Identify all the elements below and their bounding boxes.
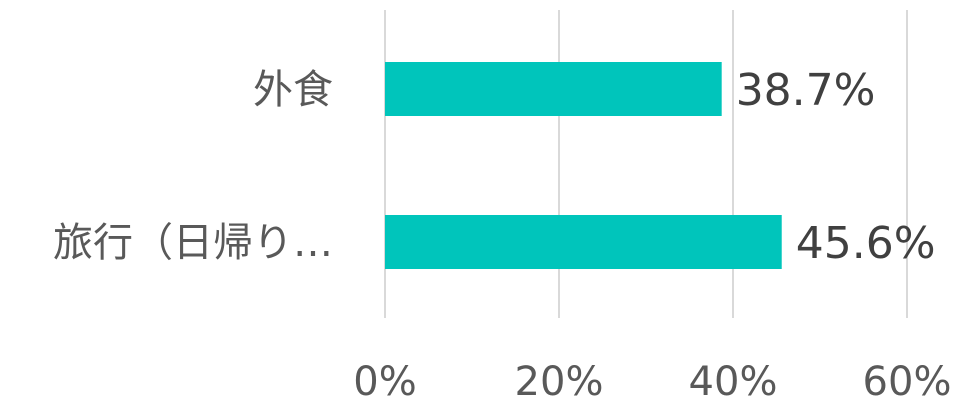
x-tick-label-40: 40%	[689, 359, 778, 400]
label-layer: 外食 38.7% 旅行（日帰り… 45.6%	[53, 65, 936, 269]
x-tick-label-60: 60%	[863, 359, 952, 400]
grid-layer	[384, 10, 908, 318]
x-tick-label-0: 0%	[353, 359, 416, 400]
x-tick-label-20: 20%	[515, 359, 604, 400]
bar-layer	[385, 62, 782, 269]
category-label-2: 旅行（日帰り…	[53, 220, 333, 266]
value-label-2: 45.6%	[796, 218, 936, 269]
bar-2	[385, 215, 782, 269]
bar-1	[385, 62, 722, 116]
category-label-1: 外食	[253, 67, 333, 113]
x-axis-ticks: 0% 20% 40% 60%	[353, 359, 951, 400]
value-label-1: 38.7%	[736, 65, 876, 116]
